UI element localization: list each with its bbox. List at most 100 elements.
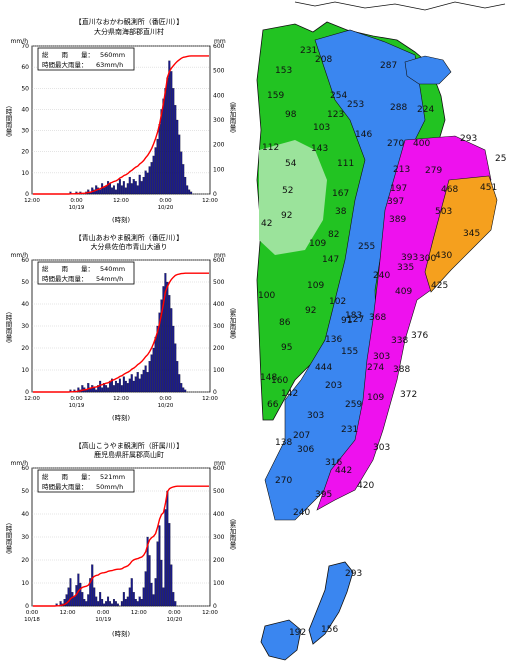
rain-bar: [152, 347, 155, 393]
map-label: 303: [307, 411, 324, 421]
map-label: 430: [435, 251, 452, 261]
rain-bar: [122, 592, 125, 607]
map-label: 98: [285, 110, 297, 120]
total-value: 521mm: [100, 473, 125, 481]
left-unit: mm/h: [10, 38, 28, 45]
rain-bar: [154, 336, 157, 393]
cumulative-line: [33, 55, 209, 195]
map-label: 389: [389, 215, 406, 225]
y-tick-label: 60: [21, 257, 29, 264]
rain-bar: [93, 587, 96, 607]
y2-tick-label: 300: [213, 117, 225, 124]
rain-bar: [114, 601, 117, 607]
rain-bar: [154, 578, 157, 607]
rain-bar: [124, 599, 127, 607]
rain-bar: [158, 124, 161, 195]
rain-bar: [120, 185, 123, 195]
map-label: 127: [347, 315, 364, 325]
map-label: 208: [315, 55, 332, 65]
rain-bar: [146, 172, 149, 195]
rain-bar: [168, 295, 171, 393]
map-label: 95: [281, 343, 292, 353]
map-label: 400: [413, 139, 430, 149]
rain-bar: [65, 594, 68, 607]
map-label: 259: [345, 400, 362, 410]
rain-bar: [158, 525, 161, 607]
map-label: 112: [262, 143, 279, 153]
map-label: 100: [258, 291, 275, 301]
rain-bar: [142, 369, 145, 393]
map-label: 86: [279, 318, 291, 328]
map-label: 316: [325, 458, 342, 468]
map-label: 54: [285, 159, 297, 169]
rain-bar: [172, 325, 175, 393]
rain-bar: [120, 601, 123, 607]
x-date-label: 10/20: [158, 403, 174, 409]
rain-bar: [89, 578, 92, 607]
rain-bar: [81, 385, 84, 393]
x-tick-label: 12:00: [202, 396, 218, 402]
rain-bar: [136, 601, 139, 607]
rain-bar: [111, 187, 113, 195]
rain-bar: [184, 389, 187, 393]
rain-bar: [71, 592, 74, 607]
rain-bar: [130, 374, 133, 393]
region-orange: [424, 175, 498, 293]
rain-bar: [138, 378, 141, 393]
y-tick-label: 20: [21, 345, 29, 352]
x-tick-label: 0:00: [70, 198, 83, 204]
rain-bar: [162, 98, 165, 195]
y2-tick-label: 200: [213, 557, 225, 564]
rain-bar: [174, 343, 177, 393]
map-label: 111: [337, 159, 354, 169]
map-label: 147: [322, 255, 339, 265]
y2-tick-label: 100: [213, 580, 225, 587]
map-label: 82: [328, 230, 339, 240]
region-north-island: [404, 55, 452, 85]
rain-bar: [93, 387, 96, 393]
rain-bar: [128, 378, 131, 393]
map-label: 442: [335, 466, 352, 476]
rain-bar: [91, 385, 94, 393]
rain-bar: [134, 376, 137, 393]
map-label: 159: [267, 91, 284, 101]
rain-bar: [126, 383, 129, 393]
left-axis-title: （時間雨量）: [4, 519, 12, 558]
rain-bar: [111, 378, 113, 393]
y-tick-label: 70: [21, 43, 29, 50]
rain-bar: [182, 387, 185, 393]
rain-bar: [67, 587, 70, 607]
map-label: 270: [387, 139, 404, 149]
rain-bar: [140, 181, 143, 195]
rain-bar: [148, 361, 151, 393]
rain-bar: [107, 387, 110, 393]
rain-bar: [114, 189, 117, 195]
rain-bar: [166, 77, 169, 195]
y-tick-label: 0: [25, 191, 29, 198]
map-label: 92: [305, 306, 316, 316]
rain-bar: [180, 383, 183, 393]
map-label: 240: [373, 271, 390, 281]
region-lightgreen: [259, 140, 327, 255]
y-tick-label: 0: [25, 603, 29, 610]
y2-tick-label: 400: [213, 511, 225, 518]
y2-tick-label: 600: [213, 43, 225, 50]
map-label: 109: [367, 393, 384, 403]
rain-bar: [97, 385, 100, 393]
map-label: 167: [332, 189, 349, 199]
rain-bar: [150, 162, 153, 195]
x-tick-label: 0:00: [97, 610, 110, 616]
y-tick-label: 60: [21, 465, 29, 472]
right-unit: mm: [214, 460, 226, 467]
station-title: 【高山こうやま観測所（肝属川）】: [74, 442, 184, 450]
rain-bar: [124, 187, 127, 195]
rain-bar: [160, 299, 163, 393]
rain-bar: [176, 361, 179, 393]
rain-bar: [190, 191, 193, 195]
rain-bar: [140, 374, 143, 393]
rain-bar: [122, 181, 125, 195]
rain-bar: [97, 601, 100, 607]
map-label: 255: [358, 242, 375, 252]
rain-bar: [132, 179, 135, 195]
